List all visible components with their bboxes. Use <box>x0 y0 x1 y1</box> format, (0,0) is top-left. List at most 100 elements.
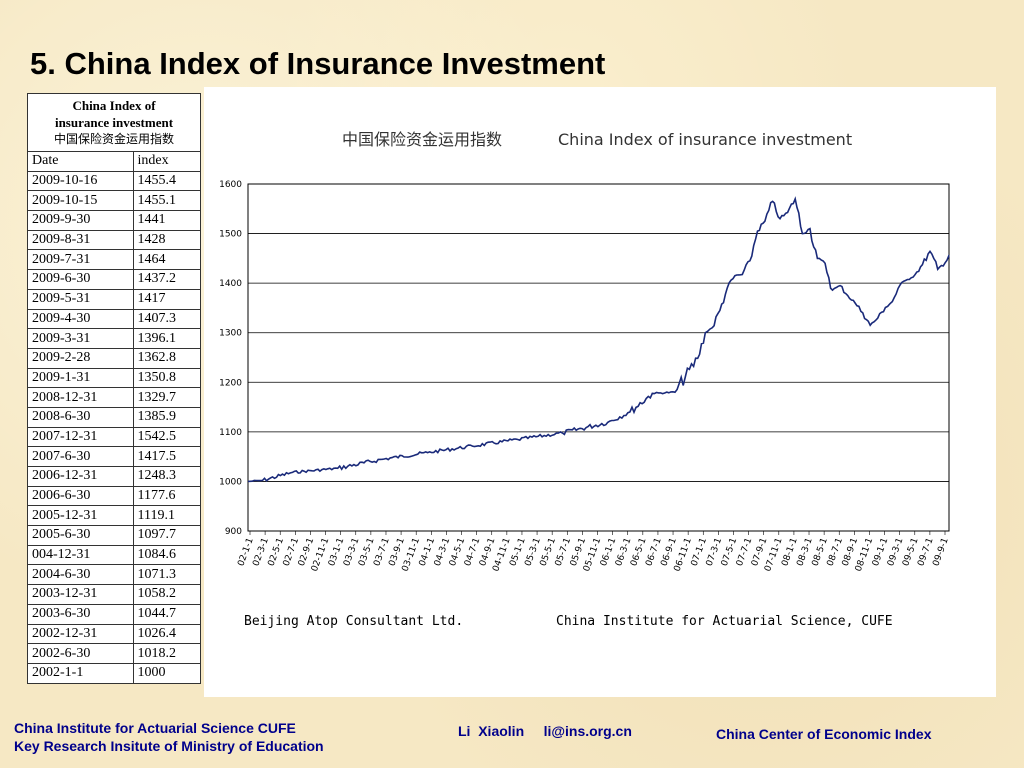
y-tick-label: 1400 <box>219 279 242 289</box>
table-row: 2007-12-31 1542.5 <box>27 426 202 448</box>
table-cell-index: 1097.7 <box>132 525 202 546</box>
table-cell-date: 2009-9-30 <box>27 210 134 231</box>
table-row: 2009-1-31 1350.8 <box>27 367 202 389</box>
credit-right: China Institute for Actuarial Science, C… <box>556 614 893 629</box>
table-cell-date: 2004-6-30 <box>27 564 134 586</box>
y-tick-label: 1600 <box>219 180 242 190</box>
slide-title: 5. China Index of Insurance Investment <box>30 46 606 81</box>
table-cell-date: 2003-12-31 <box>27 584 134 605</box>
table-cell-date: 2002-1-1 <box>27 662 134 684</box>
column-header-date: Date <box>27 151 134 172</box>
table-cell-index: 1177.6 <box>132 485 202 507</box>
y-tick-label: 1100 <box>219 428 242 438</box>
y-tick-label: 1500 <box>219 230 242 240</box>
table-cell-index: 1248.3 <box>132 466 202 487</box>
plot-frame <box>247 183 950 532</box>
table-row: 2002-6-30 1018.2 <box>27 643 202 664</box>
table-cell-date: 2009-1-31 <box>27 367 134 389</box>
table-body: 2009-10-16 1455.4 2009-10-15 1455.1 2009-9-3… <box>27 170 202 684</box>
table-cell-date: 2009-6-30 <box>27 269 134 290</box>
y-tick-label: 900 <box>225 527 242 537</box>
x-axis-ticks: 02-1-102-3-102-5-102-7-102-9-102-11-103-… <box>236 531 951 573</box>
footer-author: Li Xiaolin li@ins.org.cn <box>458 723 632 739</box>
table-cell-date: 2006-6-30 <box>27 485 134 507</box>
footer-line-2: Key Research Insitute of Ministry of Edu… <box>14 738 324 754</box>
table-cell-index: 1464 <box>132 249 202 271</box>
table-cell-date: 2002-6-30 <box>27 643 134 664</box>
table-cell-index: 1407.3 <box>132 308 202 330</box>
table-cell-date: 2009-8-31 <box>27 229 134 251</box>
footer-line-1: China Institute for Actuarial Science CU… <box>14 720 296 736</box>
table-row: 2009-6-30 1437.2 <box>27 269 202 290</box>
chart-grid <box>247 183 950 532</box>
line-chart: 中国保险资金运用指数 China Index of insurance inve… <box>219 130 951 629</box>
table-row: 2002-12-31 1026.4 <box>27 623 202 645</box>
table-cell-date: 2008-6-30 <box>27 406 134 428</box>
table-row: 2003-12-31 1058.2 <box>27 584 202 605</box>
table-cell-index: 1455.4 <box>132 170 202 192</box>
table-cell-index: 1058.2 <box>132 584 202 605</box>
table-cell-index: 1417 <box>132 288 202 310</box>
table-cell-index: 1441 <box>132 210 202 231</box>
table-cell-date: 2009-3-31 <box>27 328 134 349</box>
table-title-en-1: China Index of <box>72 98 156 113</box>
table-cell-index: 1084.6 <box>132 544 202 566</box>
credit-left: Beijing Atop Consultant Ltd. <box>244 614 463 629</box>
index-table: China Index of insurance investment 中国保险… <box>27 93 202 684</box>
table-row: 2005-12-31 1119.1 <box>27 505 202 527</box>
table-cell-index: 1350.8 <box>132 367 202 389</box>
table-cell-date: 2005-12-31 <box>27 505 134 527</box>
table-cell-date: 2009-10-15 <box>27 190 134 212</box>
y-tick-label: 1300 <box>219 329 242 339</box>
y-axis-ticks: 900 1000 1100 1200 1300 1400 1500 1600 <box>219 180 242 537</box>
y-tick-label: 1200 <box>219 378 242 388</box>
table-cell-index: 1044.7 <box>132 603 202 625</box>
table-cell-date: 2009-2-28 <box>27 347 134 369</box>
table-cell-index: 1000 <box>132 662 202 684</box>
table-cell-date: 2009-10-16 <box>27 170 134 192</box>
table-cell-date: 004-12-31 <box>27 544 134 566</box>
table-cell-date: 2005-6-30 <box>27 525 134 546</box>
table-cell-date: 2008-12-31 <box>27 387 134 408</box>
table-title-en-2: insurance investment <box>54 115 174 130</box>
table-cell-index: 1396.1 <box>132 328 202 349</box>
table-header-row: Date index <box>27 151 202 172</box>
table-cell-index: 1362.8 <box>132 347 202 369</box>
table-cell-date: 2009-4-30 <box>27 308 134 330</box>
table-row: 2006-12-31 1248.3 <box>27 466 202 487</box>
table-cell-date: 2002-12-31 <box>27 623 134 645</box>
table-cell-index: 1119.1 <box>132 505 202 527</box>
table-cell-index: 1417.5 <box>132 446 202 467</box>
table-row: 2004-6-30 1071.3 <box>27 564 202 586</box>
table-cell-index: 1385.9 <box>132 406 202 428</box>
table-row: 2009-8-31 1428 <box>27 229 202 251</box>
chart-title: China Index of insurance investment <box>558 130 852 149</box>
footer-right: China Center of Economic Index <box>716 726 932 742</box>
table-cell-index: 1437.2 <box>132 269 202 290</box>
table-row: 2008-12-31 1329.7 <box>27 387 202 408</box>
table-cell-index: 1455.1 <box>132 190 202 212</box>
table-title: China Index of insurance investment 中国保险… <box>27 93 201 152</box>
table-row: 004-12-31 1084.6 <box>27 544 202 566</box>
column-header-index: index <box>132 151 202 172</box>
table-row: 2009-10-16 1455.4 <box>27 170 202 192</box>
y-tick-label: 1000 <box>219 477 242 487</box>
chart-title-cn: 中国保险资金运用指数 <box>342 130 502 149</box>
table-row: 2009-4-30 1407.3 <box>27 308 202 330</box>
table-cell-index: 1026.4 <box>132 623 202 645</box>
series-line <box>247 196 950 483</box>
table-row: 2009-5-31 1417 <box>27 288 202 310</box>
table-cell-date: 2003-6-30 <box>27 603 134 625</box>
table-cell-date: 2007-12-31 <box>27 426 134 448</box>
table-cell-index: 1428 <box>132 229 202 251</box>
table-row: 2006-6-30 1177.6 <box>27 485 202 507</box>
table-title-cn: 中国保险资金运用指数 <box>53 132 174 146</box>
table-title-row: China Index of insurance investment 中国保险… <box>27 93 201 152</box>
table-row: 2005-6-30 1097.7 <box>27 525 202 546</box>
table-row: 2009-7-31 1464 <box>27 249 202 271</box>
table-row: 2009-10-15 1455.1 <box>27 190 202 212</box>
table-cell-index: 1542.5 <box>132 426 202 448</box>
table-cell-date: 2009-5-31 <box>27 288 134 310</box>
table-row: 2008-6-30 1385.9 <box>27 406 202 428</box>
table-cell-date: 2006-12-31 <box>27 466 134 487</box>
